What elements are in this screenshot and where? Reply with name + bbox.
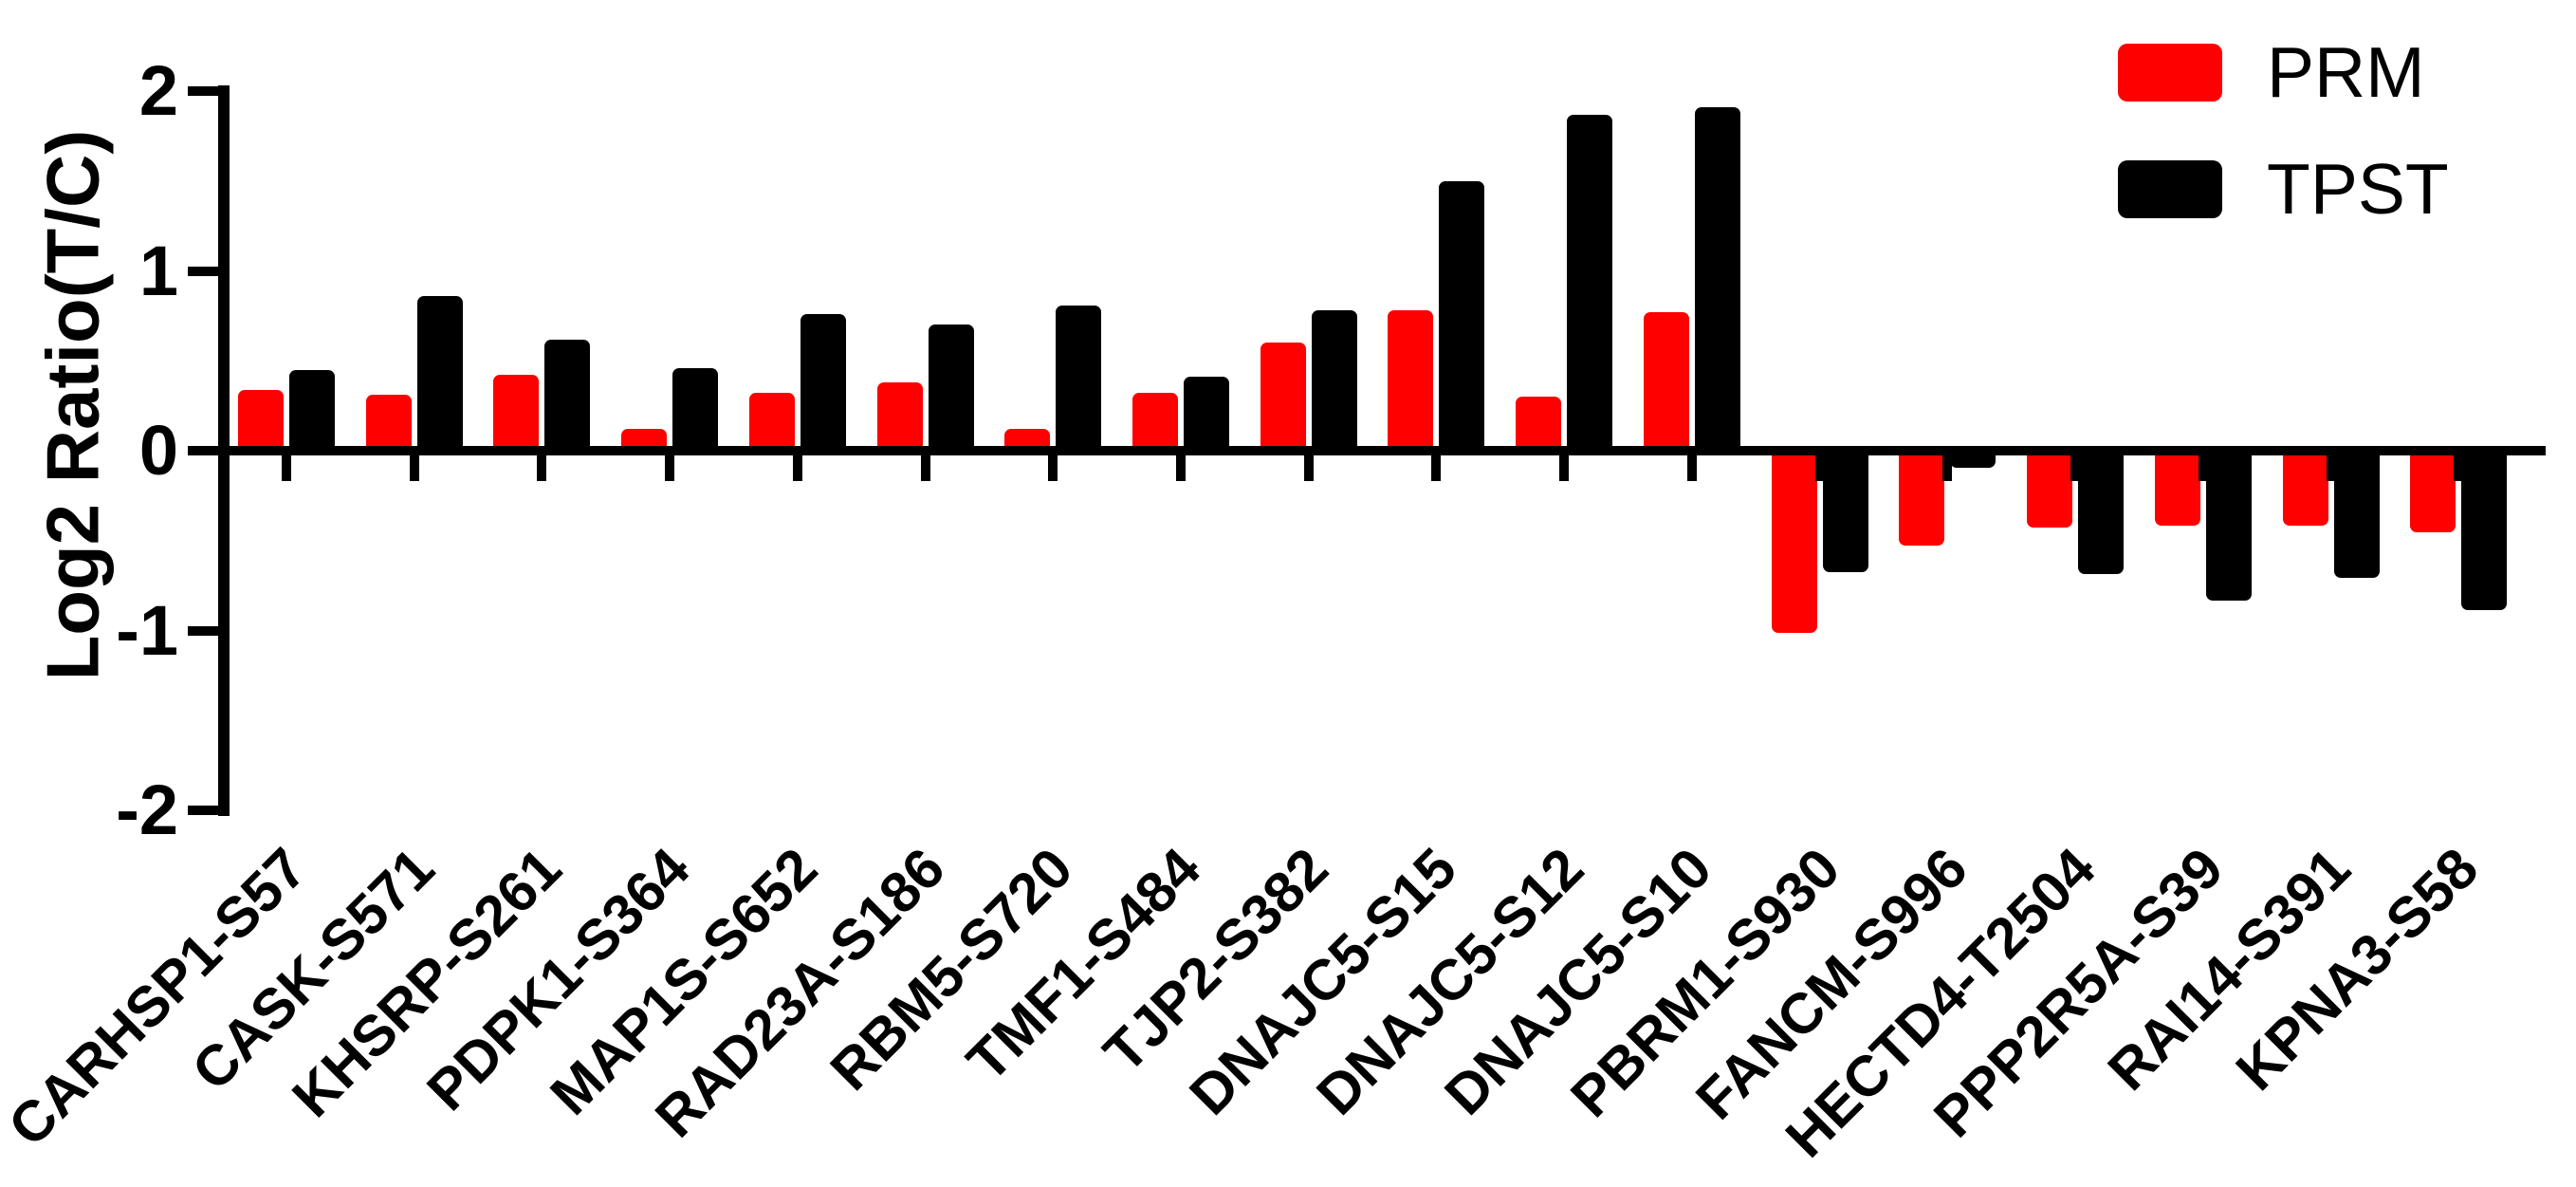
x-tick xyxy=(1176,451,1187,481)
y-tick xyxy=(188,86,220,96)
bar-RBM5-S720-PRM xyxy=(1004,429,1051,451)
bar-TMF1-S484-TPST xyxy=(1184,377,1230,451)
x-tick xyxy=(409,451,419,481)
bar-DNAJC5-S10-PRM xyxy=(1643,312,1689,451)
legend-swatch-prm-icon xyxy=(2118,44,2222,102)
legend-label-tpst: TPST xyxy=(2267,149,2449,229)
x-tick xyxy=(792,451,802,481)
x-tick xyxy=(1431,451,1442,481)
bar-MAP1S-S652-PRM xyxy=(748,393,795,451)
bar-RAD23A-S186-PRM xyxy=(876,381,923,451)
x-tick xyxy=(665,451,675,481)
bar-RAI14-S391-PRM xyxy=(2282,452,2328,526)
bar-DNAJC5-S15-TPST xyxy=(1439,180,1485,451)
x-tick xyxy=(1559,451,1570,481)
y-tick-label: -1 xyxy=(116,590,178,670)
bar-CASK-S571-PRM xyxy=(365,395,412,451)
x-tick xyxy=(1814,451,1825,481)
bar-HECTD4-T2504-PRM xyxy=(2027,452,2073,528)
x-tick xyxy=(2198,451,2208,481)
legend-label-prm: PRM xyxy=(2267,32,2425,112)
y-tick xyxy=(188,625,220,636)
y-tick xyxy=(188,266,220,276)
bar-PBRM1-S930-TPST xyxy=(1822,452,1868,572)
bar-KHSRP-S261-PRM xyxy=(493,375,540,451)
bar-PPP2R5A-S39-PRM xyxy=(2154,452,2200,526)
y-tick xyxy=(188,806,220,815)
bar-KHSRP-S261-TPST xyxy=(544,339,591,451)
x-tick xyxy=(920,451,930,481)
bar-KPNA3-S58-TPST xyxy=(2461,452,2508,610)
bar-MAP1S-S652-TPST xyxy=(800,313,846,451)
x-tick xyxy=(282,451,291,481)
y-tick-label: 2 xyxy=(138,51,178,130)
x-tick xyxy=(1048,451,1058,481)
bar-DNAJC5-S15-PRM xyxy=(1388,310,1434,451)
legend-item-tpst: TPST xyxy=(2118,154,2449,225)
bar-PBRM1-S930-PRM xyxy=(1771,452,1817,634)
x-tick xyxy=(537,451,547,481)
bar-PDPK1-S364-PRM xyxy=(621,429,668,451)
y-tick-label: 1 xyxy=(138,231,178,310)
bar-PDPK1-S364-TPST xyxy=(672,367,719,451)
y-tick xyxy=(188,446,220,455)
x-tick xyxy=(2454,451,2464,481)
x-tick xyxy=(2070,451,2081,481)
bar-CASK-S571-TPST xyxy=(416,296,463,451)
bar-FANCM-S996-TPST xyxy=(1950,452,1996,469)
legend-swatch-tpst-icon xyxy=(2118,160,2222,218)
bar-TJP2-S382-TPST xyxy=(1311,310,1357,451)
x-tick xyxy=(1686,451,1697,481)
x-axis-line xyxy=(218,446,2546,455)
x-tick xyxy=(1942,451,1953,481)
bar-KPNA3-S58-PRM xyxy=(2410,452,2456,533)
bar-RAD23A-S186-TPST xyxy=(928,325,974,451)
bar-TMF1-S484-PRM xyxy=(1132,393,1179,451)
bar-DNAJC5-S10-TPST xyxy=(1694,107,1740,451)
bar-FANCM-S996-PRM xyxy=(1899,452,1945,546)
bar-DNAJC5-S12-PRM xyxy=(1516,397,1562,451)
bar-DNAJC5-S12-TPST xyxy=(1567,114,1613,451)
y-tick-label: -2 xyxy=(116,770,178,849)
bar-PPP2R5A-S39-TPST xyxy=(2205,452,2252,602)
bar-RBM5-S720-TPST xyxy=(1056,305,1102,451)
x-tick xyxy=(1303,451,1314,481)
bar-CARHSP1-S57-PRM xyxy=(238,389,284,451)
bar-RAI14-S391-TPST xyxy=(2333,452,2380,578)
bar-TJP2-S382-PRM xyxy=(1260,343,1306,451)
y-axis-title: Log2 Ratio(T/C) xyxy=(30,129,115,681)
bar-HECTD4-T2504-TPST xyxy=(2078,452,2125,574)
bar-CARHSP1-S57-TPST xyxy=(289,369,335,451)
y-tick-label: 0 xyxy=(138,411,178,490)
x-tick xyxy=(2326,451,2336,481)
legend-item-prm: PRM xyxy=(2118,37,2425,108)
